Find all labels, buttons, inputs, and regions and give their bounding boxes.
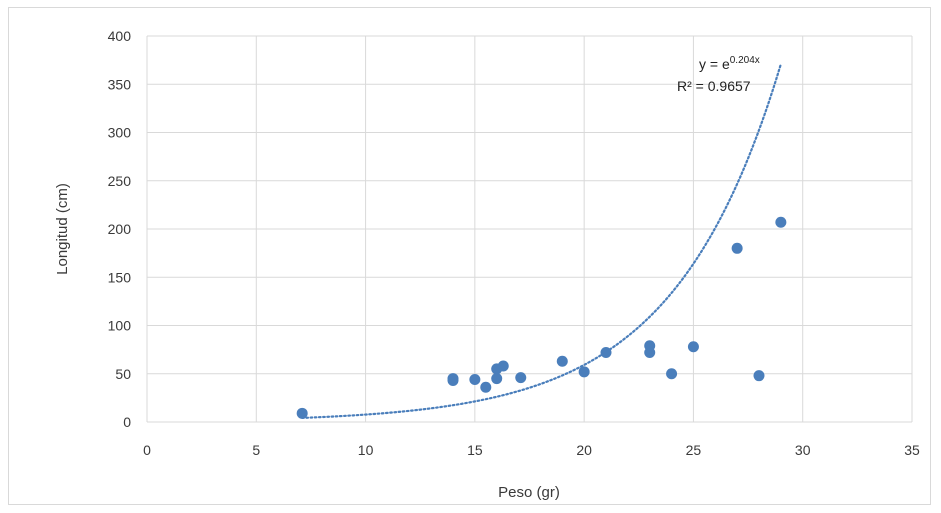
y-tick-label: 100 (108, 318, 132, 334)
tick-labels: 0 50 100 150 200 250 300 350 400 0 5 10 15 20 25 30 35 (108, 28, 920, 458)
x-tick-label: 15 (467, 442, 483, 458)
trendline (301, 62, 782, 419)
x-tick-label: 35 (904, 442, 920, 458)
x-tick-label: 10 (358, 442, 374, 458)
data-point (491, 373, 503, 385)
y-tick-label: 250 (108, 173, 132, 189)
data-points (296, 216, 787, 419)
trendline-group (301, 62, 782, 419)
data-point (515, 372, 527, 384)
x-tick-label: 20 (576, 442, 592, 458)
equation-exponent: 0.204x (730, 55, 760, 66)
y-axis-title: Longitud (cm) (54, 183, 71, 275)
r-squared-label: R² = 0.9657 (677, 78, 751, 94)
data-point (296, 407, 308, 419)
data-point (578, 366, 590, 378)
data-point (469, 374, 481, 386)
data-point (666, 368, 678, 380)
data-point (775, 216, 787, 228)
y-tick-label: 200 (108, 221, 132, 237)
data-point (556, 355, 568, 367)
x-tick-label: 30 (795, 442, 811, 458)
y-tick-label: 300 (108, 125, 132, 141)
y-tick-label: 400 (108, 28, 132, 44)
data-point (644, 347, 656, 359)
gridlines (146, 35, 913, 423)
equation-prefix: y = e (699, 56, 730, 72)
data-point (753, 370, 765, 382)
data-point (687, 341, 699, 353)
x-axis-title: Peso (gr) (498, 484, 560, 501)
data-point (447, 375, 459, 387)
x-tick-label: 0 (143, 442, 151, 458)
data-point (497, 360, 509, 372)
y-tick-label: 150 (108, 269, 132, 285)
x-tick-label: 25 (686, 442, 702, 458)
y-tick-label: 50 (115, 366, 131, 382)
y-tick-label: 350 (108, 76, 132, 92)
data-point (731, 242, 743, 254)
x-tick-label: 5 (252, 442, 260, 458)
y-tick-label: 0 (123, 414, 131, 430)
trendline-equation: y = e0.204x (699, 55, 760, 72)
data-point (600, 347, 612, 359)
data-point (480, 381, 492, 393)
